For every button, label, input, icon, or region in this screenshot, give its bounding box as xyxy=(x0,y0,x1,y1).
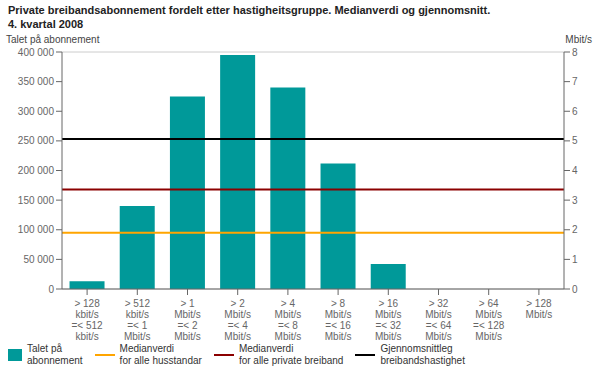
svg-text:150 000: 150 000 xyxy=(18,195,55,206)
svg-text:> 64Mbit/s=< 128Mbit/s: > 64Mbit/s=< 128Mbit/s xyxy=(473,298,505,341)
svg-text:1: 1 xyxy=(572,254,578,265)
html-text:Private breibandsabonnement fo: Private breibandsabonnement fordelt ette… xyxy=(8,4,491,16)
svg-text:> 128Mbit/s: > 128Mbit/s xyxy=(526,298,553,320)
svg-text:200 000: 200 000 xyxy=(18,165,55,176)
svg-text:5: 5 xyxy=(572,135,578,146)
svg-text:> 1Mbit/s=< 2Mbit/s: > 1Mbit/s=< 2Mbit/s xyxy=(174,298,201,341)
svg-text:> 2Mbit/s=< 4Mbit/s: > 2Mbit/s=< 4Mbit/s xyxy=(224,298,251,341)
html-text:Talet på abonnement: Talet på abonnement xyxy=(6,34,100,45)
html-text:Talet på abonnement: Talet på abonnement xyxy=(27,343,83,366)
html-text:4. kvartal 2008: 4. kvartal 2008 xyxy=(8,18,84,30)
svg-text:> 128kbit/s=< 512kbit/s: > 128kbit/s=< 512kbit/s xyxy=(72,298,104,341)
svg-text:2: 2 xyxy=(572,224,578,235)
svg-text:100 000: 100 000 xyxy=(18,224,55,235)
svg-text:4: 4 xyxy=(572,165,578,176)
html-text:Medianverdi for alle husstanda: Medianverdi for alle husstandar xyxy=(119,343,202,366)
html-text:Gjennomsnittleg breibandshasti: Gjennomsnittleg breibandshastighet xyxy=(380,343,465,366)
svg-text:50 000: 50 000 xyxy=(23,254,54,265)
svg-text:250 000: 250 000 xyxy=(18,135,55,146)
svg-text:400 000: 400 000 xyxy=(18,47,55,58)
svg-text:> 512kbit/s=< 1Mbit/s: > 512kbit/s=< 1Mbit/s xyxy=(124,298,151,341)
svg-text:> 16Mbit/s=< 32Mbit/s: > 16Mbit/s=< 32Mbit/s xyxy=(375,298,402,341)
svg-text:350 000: 350 000 xyxy=(18,76,55,87)
svg-text:0: 0 xyxy=(48,284,54,295)
svg-text:6: 6 xyxy=(572,106,578,117)
svg-text:> 8Mbit/s=< 16Mbit/s: > 8Mbit/s=< 16Mbit/s xyxy=(325,298,352,341)
html-text:Mbit/s: Mbit/s xyxy=(565,34,592,45)
svg-text:3: 3 xyxy=(572,195,578,206)
svg-text:0: 0 xyxy=(572,284,578,295)
html-text:Medianverdi for alle private b: Medianverdi for alle private breiband xyxy=(238,343,344,366)
svg-text:> 4Mbit/s=< 8Mbit/s: > 4Mbit/s=< 8Mbit/s xyxy=(275,298,302,341)
svg-text:> 32Mbit/s=< 64Mbit/s: > 32Mbit/s=< 64Mbit/s xyxy=(425,298,452,341)
svg-text:7: 7 xyxy=(572,76,578,87)
svg-text:8: 8 xyxy=(572,47,578,58)
svg-text:300 000: 300 000 xyxy=(18,106,55,117)
